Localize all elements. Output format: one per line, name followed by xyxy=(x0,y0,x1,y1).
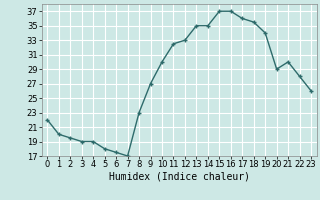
X-axis label: Humidex (Indice chaleur): Humidex (Indice chaleur) xyxy=(109,172,250,182)
